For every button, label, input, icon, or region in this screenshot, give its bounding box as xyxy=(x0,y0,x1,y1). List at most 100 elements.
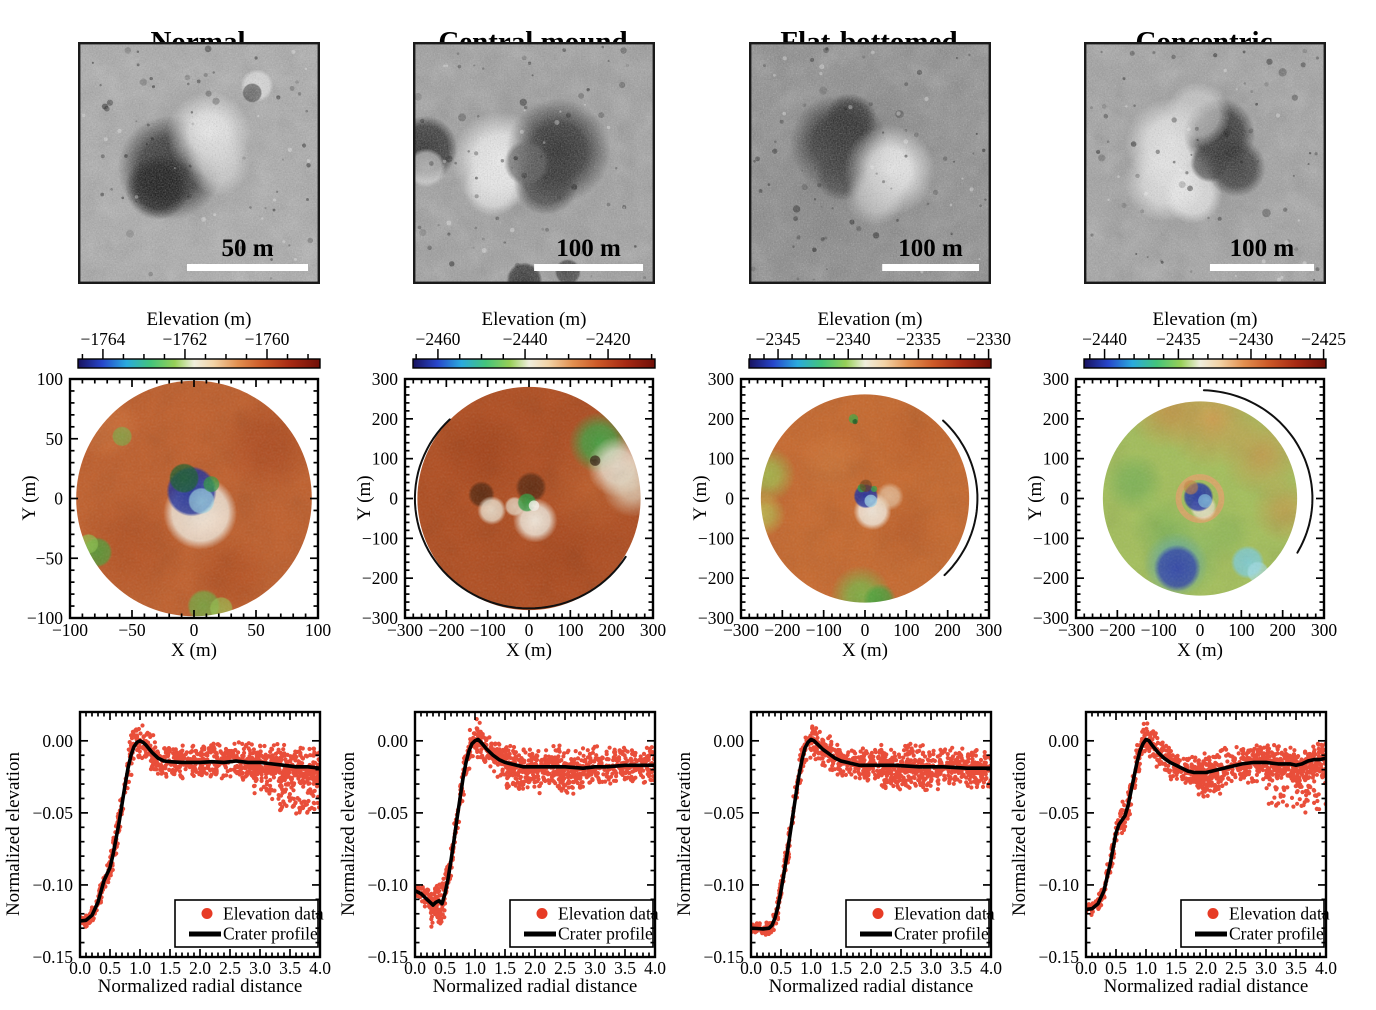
svg-text:−200: −200 xyxy=(698,568,734,588)
colorbar-ticks xyxy=(749,349,990,359)
svg-text:4.0: 4.0 xyxy=(309,958,331,978)
svg-text:2.5: 2.5 xyxy=(890,958,912,978)
column-central-mound: Central mound 100 m Elevation (m) −2460−… xyxy=(338,0,706,1010)
scale-bar xyxy=(534,264,643,271)
colorbar: −2345 −2340 −2335 −2330 xyxy=(748,330,1011,369)
svg-text:−2425: −2425 xyxy=(1301,330,1346,349)
svg-text:−200: −200 xyxy=(1033,568,1069,588)
scale-bar-label: 100 m xyxy=(556,235,621,262)
elevation-map: −100 −50 0 50 100 −100 −50 0 50 100 xyxy=(27,372,332,640)
svg-text:−0.10: −0.10 xyxy=(368,875,409,895)
svg-text:−1762: −1762 xyxy=(163,330,208,349)
legend-label-elevation-data: Elevation data xyxy=(223,904,324,924)
tick-labels: 0.0 0.5 1.0 1.5 2.0 2.5 3.0 3.5 4.00.00−0.05−0.1… xyxy=(368,731,667,978)
svg-text:0.00: 0.00 xyxy=(377,731,408,751)
elevation-data-points xyxy=(80,723,320,929)
profile-y-axis-label: Normalized elevation xyxy=(3,751,24,917)
tick-labels: 0.0 0.5 1.0 1.5 2.0 2.5 3.0 3.5 4.00.00−0.05−0.1… xyxy=(1039,731,1338,978)
svg-text:−200: −200 xyxy=(764,620,800,640)
svg-text:300: 300 xyxy=(372,372,399,389)
axes xyxy=(749,710,993,959)
axes xyxy=(1074,377,1326,620)
svg-text:200: 200 xyxy=(1043,409,1070,429)
svg-text:−300: −300 xyxy=(723,620,759,640)
svg-text:−2460: −2460 xyxy=(415,330,460,349)
crater-photo: 100 m xyxy=(413,42,655,284)
svg-text:−50: −50 xyxy=(118,620,146,640)
legend-dot-marker xyxy=(872,908,884,919)
map-x-axis-label: X (m) xyxy=(1177,640,1223,661)
colorbar-gradient xyxy=(1083,358,1327,369)
map-y-axis-label: Y (m) xyxy=(1025,475,1046,521)
svg-text:200: 200 xyxy=(708,409,735,429)
scale-bar xyxy=(187,264,308,271)
legend-label-crater-profile: Crater profile xyxy=(894,924,989,944)
svg-text:2.5: 2.5 xyxy=(554,958,576,978)
svg-text:−2435: −2435 xyxy=(1156,330,1201,349)
elevation-data-points xyxy=(415,717,655,929)
svg-text:2.0: 2.0 xyxy=(524,958,546,978)
colorbar-gradient xyxy=(77,358,321,369)
map-y-axis-label: Y (m) xyxy=(19,475,40,521)
svg-text:−200: −200 xyxy=(428,620,464,640)
svg-text:−1760: −1760 xyxy=(245,330,290,349)
svg-text:−0.05: −0.05 xyxy=(704,803,745,823)
svg-text:−100: −100 xyxy=(1141,620,1177,640)
legend-dot-marker xyxy=(1207,908,1219,919)
svg-text:−100: −100 xyxy=(362,528,398,548)
svg-text:4.0: 4.0 xyxy=(980,958,1002,978)
scale-bar-label: 100 m xyxy=(1230,235,1295,262)
map-x-axis-label: X (m) xyxy=(506,640,552,661)
colorbar-gradient xyxy=(748,358,992,369)
profile-x-axis-label: Normalized radial distance xyxy=(768,976,974,997)
svg-text:−0.15: −0.15 xyxy=(33,947,74,967)
tick-labels: 0.0 0.5 1.0 1.5 2.0 2.5 3.0 3.5 4.00.00−0.05−0.1… xyxy=(33,731,332,978)
svg-text:2.0: 2.0 xyxy=(189,958,211,978)
svg-text:−2420: −2420 xyxy=(586,330,631,349)
tick-labels: −300 −200 −100 0 100 200 300−300−200−100010020… xyxy=(698,372,1003,640)
photo-border xyxy=(413,42,655,284)
svg-text:−2440: −2440 xyxy=(1082,330,1127,349)
crater-photo: 100 m xyxy=(749,42,991,284)
svg-text:−300: −300 xyxy=(362,608,398,628)
svg-text:0: 0 xyxy=(54,489,63,509)
svg-text:50: 50 xyxy=(247,620,265,640)
svg-text:−300: −300 xyxy=(1033,608,1069,628)
svg-text:−1764: −1764 xyxy=(80,330,125,349)
column-flat-bottomed: Flat-bottomed 100 m Elevation (m) −2345−… xyxy=(674,0,1042,1010)
svg-text:300: 300 xyxy=(976,620,1003,640)
svg-text:200: 200 xyxy=(935,620,962,640)
svg-text:0.0: 0.0 xyxy=(404,958,426,978)
svg-text:0: 0 xyxy=(1060,489,1069,509)
svg-text:−100: −100 xyxy=(470,620,506,640)
crater-profile-line xyxy=(415,737,655,907)
svg-text:−2335: −2335 xyxy=(896,330,941,349)
elevation-map: −300 −200 −100 0 100 200 300−300−200−100010020… xyxy=(1033,372,1338,640)
profile-y-axis-label: Normalized elevation xyxy=(674,751,695,917)
colorbar-title: Elevation (m) xyxy=(146,309,252,330)
axes xyxy=(739,377,991,620)
profile-x-axis-label: Normalized radial distance xyxy=(432,976,638,997)
svg-text:0: 0 xyxy=(190,620,199,640)
svg-text:100: 100 xyxy=(708,449,735,469)
svg-text:−0.15: −0.15 xyxy=(704,947,745,967)
svg-text:0.5: 0.5 xyxy=(770,958,792,978)
svg-text:100: 100 xyxy=(372,449,399,469)
legend-label-crater-profile: Crater profile xyxy=(1229,924,1324,944)
map-x-axis-label: X (m) xyxy=(842,640,888,661)
svg-text:100: 100 xyxy=(1228,620,1255,640)
colorbar-ticks xyxy=(81,349,309,359)
svg-text:4.0: 4.0 xyxy=(644,958,666,978)
rim-arc-annotation xyxy=(413,418,627,610)
svg-text:100: 100 xyxy=(557,620,584,640)
crater-profile-line xyxy=(751,737,991,931)
svg-text:0: 0 xyxy=(525,620,534,640)
svg-text:200: 200 xyxy=(1270,620,1297,640)
crater-photo: 100 m xyxy=(1084,42,1326,284)
axes xyxy=(1084,710,1328,959)
